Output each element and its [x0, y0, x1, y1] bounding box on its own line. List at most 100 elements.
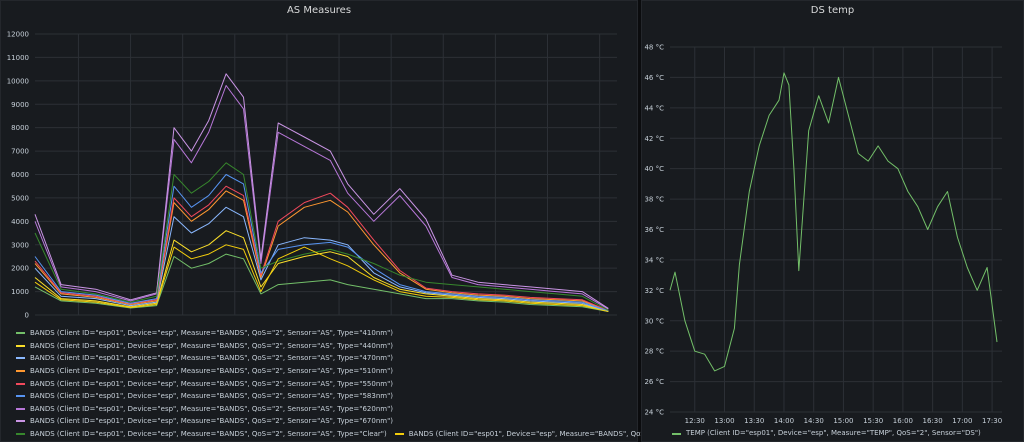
y-tick-label: 11000 — [7, 54, 29, 62]
x-tick-label: 17:30 — [590, 320, 610, 321]
legend-swatch — [16, 382, 25, 385]
series-line-6[interactable] — [34, 85, 609, 310]
legend-label: BANDS (Client ID="esp01", Device="esp", … — [30, 392, 394, 401]
legend-swatch — [16, 407, 25, 410]
legend-item[interactable]: BANDS (Client ID="esp01", Device="esp", … — [16, 329, 393, 337]
y-tick-label: 10000 — [7, 77, 29, 85]
legend-label: BANDS (Client ID="esp01", Device="esp", … — [30, 329, 394, 338]
y-tick-label: 36 °C — [644, 226, 664, 234]
x-tick-label: 16:30 — [485, 320, 505, 321]
legend-label: TEMP (Client ID="esp01", Device="esp", M… — [686, 429, 981, 438]
x-tick-label: 12:30 — [685, 417, 705, 425]
y-tick-label: 0 — [25, 312, 29, 320]
y-tick-label: 30 °C — [644, 317, 664, 325]
legend-item[interactable]: BANDS (Client ID="esp01", Device="esp", … — [16, 342, 393, 350]
legend-row: BANDS (Client ID="esp01", Device="esp", … — [16, 377, 767, 390]
series-line-3[interactable] — [34, 190, 609, 312]
legend-swatch — [16, 420, 25, 423]
legend-item[interactable]: BANDS (Client ID="esp01", Device="esp", … — [16, 380, 393, 388]
legend-row: BANDS (Client ID="esp01", Device="esp", … — [16, 390, 767, 403]
ds-legend: TEMP (Client ID="esp01", Device="esp", M… — [672, 427, 981, 440]
y-tick-label: 34 °C — [644, 256, 664, 264]
y-tick-label: 48 °C — [644, 44, 664, 52]
y-tick-label: 8000 — [11, 124, 29, 132]
legend-label: BANDS (Client ID="esp01", Device="esp", … — [30, 379, 394, 388]
y-tick-label: 42 °C — [644, 135, 664, 143]
x-tick-label: 15:30 — [381, 320, 401, 321]
x-tick-label: 12:30 — [68, 320, 88, 321]
legend-item[interactable]: BANDS (Client ID="esp01", Device="esp", … — [16, 430, 387, 438]
legend-swatch — [672, 433, 681, 436]
legend-row: BANDS (Client ID="esp01", Device="esp", … — [16, 365, 767, 378]
legend-row: BANDS (Client ID="esp01", Device="esp", … — [16, 327, 767, 340]
y-tick-label: 6000 — [11, 171, 29, 179]
y-tick-label: 32 °C — [644, 287, 664, 295]
y-tick-label: 4000 — [11, 218, 29, 226]
legend-item[interactable]: BANDS (Client ID="esp01", Device="esp", … — [394, 430, 759, 438]
legend-row: BANDS (Client ID="esp01", Device="esp", … — [16, 352, 767, 365]
y-tick-label: 12000 — [7, 31, 29, 39]
y-tick-label: 40 °C — [644, 165, 664, 173]
legend-item[interactable]: BANDS (Client ID="esp01", Device="esp", … — [16, 354, 393, 362]
series-line-2[interactable] — [34, 206, 609, 312]
series-line-9[interactable] — [34, 244, 609, 312]
legend-item[interactable]: BANDS (Client ID="esp01", Device="esp", … — [16, 392, 393, 400]
y-tick-label: 3000 — [11, 241, 29, 249]
legend-swatch — [16, 433, 25, 436]
legend-swatch — [16, 395, 25, 398]
x-tick-label: 14:30 — [804, 417, 824, 425]
y-tick-label: 1000 — [11, 288, 29, 296]
series-line-7[interactable] — [34, 73, 609, 309]
x-tick-label: 14:30 — [277, 320, 297, 321]
series-line-0[interactable] — [669, 72, 998, 372]
legend-swatch — [16, 370, 25, 373]
x-tick-label: 15:00 — [833, 417, 853, 425]
legend-label: BANDS (Client ID="esp01", Device="esp", … — [30, 417, 394, 426]
legend-item[interactable]: TEMP (Client ID="esp01", Device="esp", M… — [672, 429, 981, 437]
legend-swatch — [16, 332, 25, 335]
legend-swatch — [16, 357, 25, 360]
panel-title-as[interactable]: AS Measures — [286, 5, 352, 16]
series-line-0[interactable] — [34, 253, 609, 312]
legend-item[interactable]: BANDS (Client ID="esp01", Device="esp", … — [16, 417, 393, 425]
ds-temp-chart: 24 °C 26 °C 28 °C 30 °C 32 °C 34 °C 36 °C 38 °C… — [644, 44, 1002, 426]
x-tick-label: 16:30 — [923, 417, 943, 425]
y-tick-label: 9000 — [11, 101, 29, 109]
legend-row: BANDS (Client ID="esp01", Device="esp", … — [16, 415, 767, 428]
legend-label: BANDS (Client ID="esp01", Device="esp", … — [30, 404, 394, 413]
legend-label: BANDS (Client ID="esp01", Device="esp", … — [30, 341, 394, 350]
x-tick-label: 16:00 — [433, 320, 453, 321]
as-measures-chart: 0 1000 2000 3000 4000 5000 6000 7000 8000 9000 100… — [7, 31, 617, 321]
legend-item[interactable]: BANDS (Client ID="esp01", Device="esp", … — [16, 367, 393, 375]
x-tick-label: 13:30 — [173, 320, 193, 321]
y-tick-label: 7000 — [11, 148, 29, 156]
as-measures-panel: AS Measures 0 1000 2000 3000 4000 5000 6000 700… — [0, 0, 759, 442]
series-line-8[interactable] — [34, 162, 609, 311]
legend-label: BANDS (Client ID="esp01", Device="esp", … — [30, 354, 394, 363]
x-tick-label: 13:00 — [714, 417, 734, 425]
panel-title-ds[interactable]: DS temp — [810, 5, 855, 16]
y-tick-label: 44 °C — [644, 104, 664, 112]
legend-row: BANDS (Client ID="esp01", Device="esp", … — [16, 428, 767, 441]
legend-swatch — [16, 344, 25, 347]
x-tick-label: 16:00 — [893, 417, 913, 425]
x-tick-label: 13:00 — [120, 320, 140, 321]
series-line-5[interactable] — [34, 174, 609, 312]
x-tick-label: 14:00 — [225, 320, 245, 321]
x-tick-label: 14:00 — [774, 417, 794, 425]
as-legend: BANDS (Client ID="esp01", Device="esp", … — [16, 327, 767, 440]
series-line-4[interactable] — [34, 185, 609, 312]
y-tick-label: 28 °C — [644, 348, 664, 356]
y-tick-label: 26 °C — [644, 378, 664, 386]
ds-temp-panel: DS temp 24 °C 26 °C 28 °C 30 °C 32 °C 34 °C 36… — [641, 0, 1024, 442]
legend-item[interactable]: BANDS (Client ID="esp01", Device="esp", … — [16, 405, 393, 413]
legend-label: BANDS (Client ID="esp01", Device="esp", … — [30, 430, 387, 439]
y-tick-label: 38 °C — [644, 196, 664, 204]
legend-label: BANDS (Client ID="esp01", Device="esp", … — [30, 367, 394, 376]
y-tick-label: 46 °C — [644, 74, 664, 82]
x-tick-label: 15:00 — [329, 320, 349, 321]
legend-swatch — [394, 433, 404, 436]
x-tick-label: 17:30 — [982, 417, 1002, 425]
x-tick-label: 13:30 — [744, 417, 764, 425]
legend-row: TEMP (Client ID="esp01", Device="esp", M… — [672, 427, 981, 440]
